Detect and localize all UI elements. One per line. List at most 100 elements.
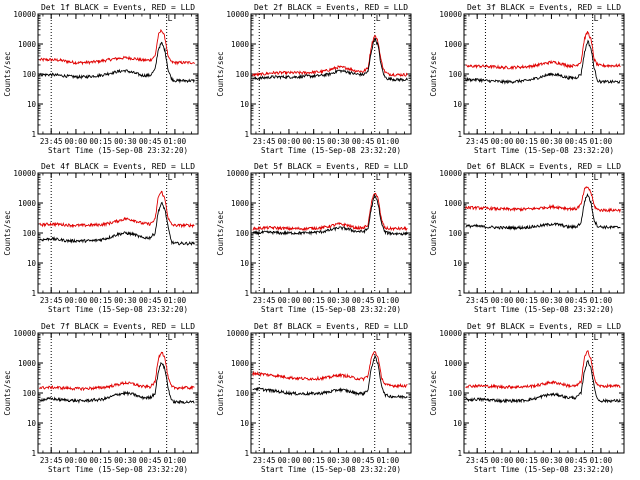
series-events-line xyxy=(39,361,195,405)
x-tick-label: 00:00 xyxy=(278,456,301,465)
x-tick-label: 01:00 xyxy=(164,296,187,305)
y-tick-label: 10000 xyxy=(226,169,249,178)
y-tick-label: 1 xyxy=(244,289,249,298)
x-tick-label: 00:00 xyxy=(491,137,514,146)
x-tick-label: 00:00 xyxy=(491,296,514,305)
chart-panel-4: Det 4f BLACK = Events, RED = LLD 1 10 100 10… xyxy=(3,162,199,314)
x-tick-label: 01:00 xyxy=(590,456,613,465)
x-axis-label: Start Time (15-Sep-08 23:32:20) xyxy=(474,146,614,155)
series-lld-line xyxy=(252,192,408,232)
x-tick-label: 23:45 xyxy=(466,456,489,465)
x-tick-label: 00:45 xyxy=(352,296,375,305)
x-tick-label: 00:45 xyxy=(139,137,162,146)
x-tick-label: 00:30 xyxy=(114,296,137,305)
plot-frame xyxy=(37,172,199,294)
series-lld-line xyxy=(39,351,195,392)
y-tick-label: 1000 xyxy=(18,359,37,368)
panel-title: Det 5f BLACK = Events, RED = LLD xyxy=(254,162,408,171)
x-tick-label: 00:30 xyxy=(114,456,137,465)
x-tick-label: 01:00 xyxy=(377,296,400,305)
x-tick-label: 00:30 xyxy=(327,137,350,146)
x-tick-label: 00:45 xyxy=(139,456,162,465)
y-axis-label: Counts/sec xyxy=(3,210,12,255)
y-tick-label: 10 xyxy=(27,419,37,428)
time-marker-label: L xyxy=(168,333,173,342)
panel-title: Det 9f BLACK = Events, RED = LLD xyxy=(467,322,621,331)
chart-panel-8: Det 8f BLACK = Events, RED = LLD 1 10 100 10… xyxy=(216,322,412,474)
x-tick-label: 23:45 xyxy=(40,137,63,146)
y-tick-label: 10 xyxy=(240,259,250,268)
y-tick-label: 10 xyxy=(27,259,37,268)
y-tick-label: 100 xyxy=(235,229,249,238)
chart-panel-7: Det 7f BLACK = Events, RED = LLD 1 10 100 10… xyxy=(3,322,199,474)
chart-panel-9: Det 9f BLACK = Events, RED = LLD 1 10 100 10… xyxy=(429,322,625,474)
x-tick-label: 01:00 xyxy=(590,296,613,305)
series-lld-line xyxy=(252,351,408,389)
x-tick-label: 00:15 xyxy=(89,137,112,146)
y-tick-label: 10000 xyxy=(13,329,36,338)
y-tick-label: 100 xyxy=(448,70,462,79)
x-axis-label: Start Time (15-Sep-08 23:32:20) xyxy=(48,305,188,314)
x-tick-label: 01:00 xyxy=(377,456,400,465)
chart-panel-3: Det 3f BLACK = Events, RED = LLD 1 10 100 10… xyxy=(429,3,625,155)
x-tick-label: 00:45 xyxy=(565,137,588,146)
time-marker-label: L xyxy=(594,333,599,342)
chart-panel-2: Det 2f BLACK = Events, RED = LLD 1 10 100 10… xyxy=(216,3,412,155)
y-axis-label: Counts/sec xyxy=(429,51,438,96)
y-axis-label: Counts/sec xyxy=(429,370,438,415)
y-tick-label: 10000 xyxy=(226,10,249,19)
x-tick-label: 23:45 xyxy=(253,296,276,305)
panel-title: Det 4f BLACK = Events, RED = LLD xyxy=(41,162,195,171)
time-marker-label: L xyxy=(376,173,381,182)
x-axis-label: Start Time (15-Sep-08 23:32:20) xyxy=(261,305,401,314)
plot-frame xyxy=(37,13,199,135)
series-lld-line xyxy=(465,350,621,390)
x-tick-label: 00:30 xyxy=(327,456,350,465)
x-axis-label: Start Time (15-Sep-08 23:32:20) xyxy=(474,305,614,314)
series-events-line xyxy=(39,41,195,84)
y-tick-label: 10000 xyxy=(226,329,249,338)
x-axis-label: Start Time (15-Sep-08 23:32:20) xyxy=(48,465,188,474)
panel-title: Det 1f BLACK = Events, RED = LLD xyxy=(41,3,195,12)
plot-frame xyxy=(463,332,625,454)
x-tick-label: 00:30 xyxy=(114,137,137,146)
y-tick-label: 100 xyxy=(22,389,36,398)
y-tick-label: 1 xyxy=(244,130,249,139)
y-axis-label: Counts/sec xyxy=(429,210,438,255)
series-events-line xyxy=(39,201,195,246)
panel-title: Det 8f BLACK = Events, RED = LLD xyxy=(254,322,408,331)
y-tick-label: 100 xyxy=(22,70,36,79)
series-lld-line xyxy=(465,186,621,214)
y-tick-label: 10 xyxy=(27,100,37,109)
x-tick-label: 01:00 xyxy=(164,137,187,146)
y-tick-label: 10 xyxy=(453,259,463,268)
x-tick-label: 00:15 xyxy=(302,456,325,465)
x-tick-label: 00:45 xyxy=(352,137,375,146)
y-tick-label: 1000 xyxy=(231,359,250,368)
y-tick-label: 100 xyxy=(22,229,36,238)
x-tick-label: 00:30 xyxy=(540,456,563,465)
x-tick-label: 01:00 xyxy=(590,137,613,146)
y-axis-label: Counts/sec xyxy=(3,51,12,96)
x-tick-label: 01:00 xyxy=(164,456,187,465)
y-tick-label: 1 xyxy=(457,289,462,298)
series-events-line xyxy=(252,37,408,83)
y-tick-label: 100 xyxy=(448,229,462,238)
y-tick-label: 10000 xyxy=(439,10,462,19)
y-axis-label: Counts/sec xyxy=(216,210,225,255)
series-events-line xyxy=(465,359,621,404)
y-tick-label: 1 xyxy=(244,449,249,458)
x-tick-label: 00:00 xyxy=(278,137,301,146)
y-tick-label: 1000 xyxy=(444,359,463,368)
x-axis-label: Start Time (15-Sep-08 23:32:20) xyxy=(474,465,614,474)
x-tick-label: 00:15 xyxy=(515,296,538,305)
x-axis-label: Start Time (15-Sep-08 23:32:20) xyxy=(261,465,401,474)
y-tick-label: 100 xyxy=(448,389,462,398)
y-tick-label: 1 xyxy=(457,130,462,139)
y-tick-label: 10000 xyxy=(13,10,36,19)
x-tick-label: 00:15 xyxy=(515,137,538,146)
y-tick-label: 10000 xyxy=(439,169,462,178)
x-tick-label: 00:45 xyxy=(352,456,375,465)
x-tick-label: 00:15 xyxy=(89,456,112,465)
